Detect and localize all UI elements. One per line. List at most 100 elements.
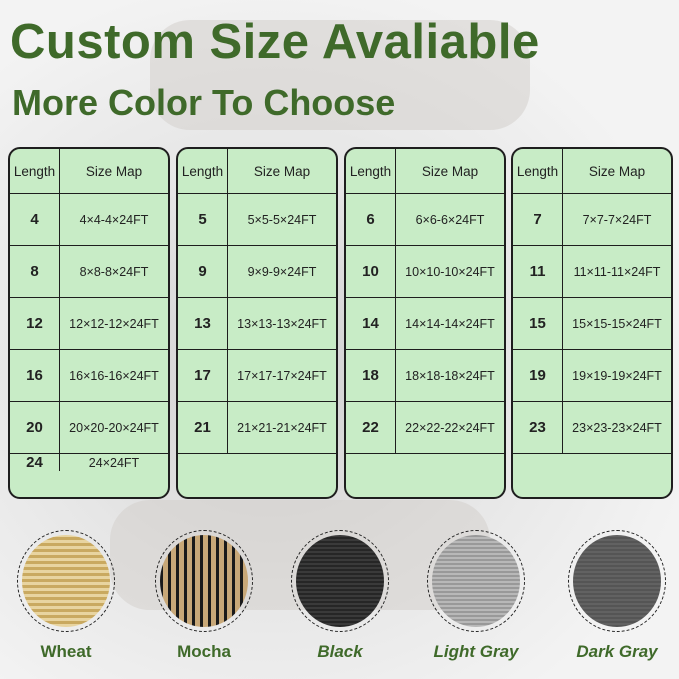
header-size-map: Size Map (588, 163, 646, 179)
size-cell: 16×16-16×24FT (69, 368, 159, 383)
table-row: 6 6×6-6×24FT (346, 193, 504, 245)
color-swatch-black (291, 530, 389, 632)
page-title: Custom Size Avaliable (10, 15, 540, 69)
table-row (513, 453, 671, 454)
size-table: Length Size Map 4 4×4-4×24FT 8 8×8-8×24FT 12 12… (8, 147, 170, 499)
table-row: 15 15×15-15×24FT (513, 297, 671, 349)
size-cell: 12×12-12×24FT (69, 316, 159, 331)
size-cell: 20×20-20×24FT (69, 420, 159, 435)
table-row (178, 453, 336, 454)
table-header: Length Size Map (346, 149, 504, 193)
size-cell: 5×5-5×24FT (247, 212, 317, 227)
background-machine (150, 20, 530, 130)
size-cell: 19×19-19×24FT (572, 368, 662, 383)
size-cell: 6×6-6×24FT (415, 212, 485, 227)
table-row: 10 10×10-10×24FT (346, 245, 504, 297)
table-row: 18 18×18-18×24FT (346, 349, 504, 401)
size-cell: 18×18-18×24FT (405, 368, 495, 383)
size-cell: 10×10-10×24FT (405, 264, 495, 279)
length-cell: 23 (513, 402, 563, 453)
table-row: 12 12×12-12×24FT (10, 297, 168, 349)
length-cell: 10 (346, 246, 396, 297)
table-row: 7 7×7-7×24FT (513, 193, 671, 245)
table-header: Length Size Map (10, 149, 168, 193)
size-cell: 24×24FT (88, 455, 140, 470)
table-row: 13 13×13-13×24FT (178, 297, 336, 349)
size-cell: 8×8-8×24FT (79, 264, 149, 279)
table-row: 11 11×11-11×24FT (513, 245, 671, 297)
size-table: Length Size Map 7 7×7-7×24FT 11 11×11-11×24FT… (511, 147, 673, 499)
size-cell: 11×11-11×24FT (573, 264, 661, 279)
color-swatch-wheat (17, 530, 115, 632)
table-row: 24 24×24FT (10, 453, 168, 471)
header-size-map: Size Map (421, 163, 479, 179)
color-label: Black (317, 642, 363, 661)
length-cell: 18 (346, 350, 396, 401)
table-row: 17 17×17-17×24FT (178, 349, 336, 401)
table-header: Length Size Map (178, 149, 336, 193)
header-size-map: Size Map (253, 163, 311, 179)
length-cell: 8 (10, 246, 60, 297)
header-length: Length (10, 149, 60, 193)
table-row: 21 21×21-21×24FT (178, 401, 336, 453)
length-cell: 12 (10, 298, 60, 349)
table-row: 16 16×16-16×24FT (10, 349, 168, 401)
header-length: Length (346, 149, 396, 193)
color-swatch-dark-gray (568, 530, 666, 632)
table-row: 23 23×23-23×24FT (513, 401, 671, 453)
color-label: Wheat (40, 642, 92, 661)
header-length: Length (178, 149, 228, 193)
size-cell: 4×4-4×24FT (79, 212, 149, 227)
table-row: 14 14×14-14×24FT (346, 297, 504, 349)
size-cell: 9×9-9×24FT (247, 264, 317, 279)
length-cell: 11 (513, 246, 563, 297)
size-cell: 14×14-14×24FT (405, 316, 495, 331)
header-size-map: Size Map (85, 163, 143, 179)
length-cell: 13 (178, 298, 228, 349)
size-cell: 17×17-17×24FT (237, 368, 327, 383)
length-cell: 21 (178, 402, 228, 453)
length-cell: 6 (346, 194, 396, 245)
header-length: Length (513, 149, 563, 193)
length-cell: 4 (10, 194, 60, 245)
fabric-sample (296, 535, 384, 627)
table-row: 4 4×4-4×24FT (10, 193, 168, 245)
size-cell: 15×15-15×24FT (572, 316, 662, 331)
fabric-sample (22, 535, 110, 627)
color-label: Dark Gray (576, 642, 658, 661)
table-row (346, 453, 504, 454)
table-row: 19 19×19-19×24FT (513, 349, 671, 401)
length-cell: 22 (346, 402, 396, 453)
table-row: 5 5×5-5×24FT (178, 193, 336, 245)
color-swatch-mocha (155, 530, 253, 632)
fabric-sample (160, 535, 248, 627)
length-cell: 15 (513, 298, 563, 349)
color-swatch-light-gray (427, 530, 525, 632)
size-cell: 13×13-13×24FT (237, 316, 327, 331)
length-cell: 24 (10, 454, 60, 471)
length-cell: 5 (178, 194, 228, 245)
table-row: 8 8×8-8×24FT (10, 245, 168, 297)
size-cell: 7×7-7×24FT (582, 212, 652, 227)
length-cell: 17 (178, 350, 228, 401)
color-label: Mocha (177, 642, 231, 661)
fabric-sample (432, 535, 520, 627)
table-row: 20 20×20-20×24FT (10, 401, 168, 453)
size-table: Length Size Map 5 5×5-5×24FT 9 9×9-9×24FT 13 13… (176, 147, 338, 499)
fabric-sample (573, 535, 661, 627)
length-cell: 14 (346, 298, 396, 349)
size-cell: 23×23-23×24FT (572, 420, 662, 435)
size-table: Length Size Map 6 6×6-6×24FT 10 10×10-10×24FT… (344, 147, 506, 499)
page-subtitle: More Color To Choose (12, 82, 396, 123)
length-cell: 16 (10, 350, 60, 401)
length-cell: 20 (10, 402, 60, 453)
size-cell: 21×21-21×24FT (237, 420, 327, 435)
length-cell: 9 (178, 246, 228, 297)
table-row: 9 9×9-9×24FT (178, 245, 336, 297)
length-cell: 19 (513, 350, 563, 401)
size-cell: 22×22-22×24FT (405, 420, 495, 435)
length-cell: 7 (513, 194, 563, 245)
color-label: Light Gray (433, 642, 519, 661)
table-header: Length Size Map (513, 149, 671, 193)
table-row: 22 22×22-22×24FT (346, 401, 504, 453)
